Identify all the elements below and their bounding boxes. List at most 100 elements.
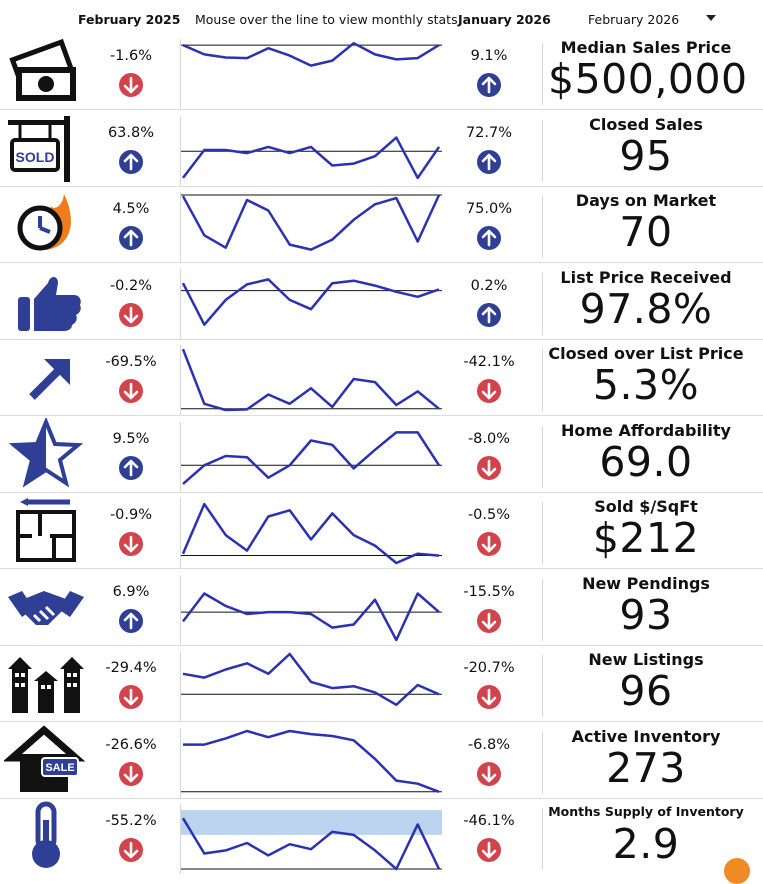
metric-row: 9.5% -8.0% Home Affordability 69.0 xyxy=(0,416,763,493)
period-select[interactable]: February 2026 xyxy=(588,12,680,27)
prev-change-value: 6.9% xyxy=(112,584,150,600)
prev-period-header: February 2025 xyxy=(78,12,181,27)
arrow-down-icon xyxy=(119,303,143,327)
sparkline-divider xyxy=(180,728,181,798)
value-divider xyxy=(542,732,543,794)
value-divider xyxy=(542,43,543,105)
arrow-down-icon xyxy=(477,762,501,786)
thermometer-icon xyxy=(4,800,88,870)
floor-plan-icon xyxy=(4,494,88,564)
trend-sparkline[interactable] xyxy=(180,36,445,110)
townhouses-icon xyxy=(4,647,88,717)
metric-row: -69.5% -42.1% Closed over List Price 5.3% xyxy=(0,339,763,416)
metric-title: Active Inventory xyxy=(571,727,721,746)
chart-instructions: Mouse over the line to view monthly stat… xyxy=(195,12,458,27)
prev-change-value: 9.5% xyxy=(112,431,150,447)
trend-sparkline[interactable] xyxy=(180,342,445,416)
metric-title: New Listings xyxy=(588,650,704,669)
arrow-up-icon xyxy=(477,226,501,250)
value-divider xyxy=(542,120,543,182)
trend-sparkline[interactable] xyxy=(180,648,445,722)
arrow-up-icon xyxy=(119,456,143,480)
metric-title: New Pendings xyxy=(582,574,710,593)
trend-arrow-icon xyxy=(4,341,88,411)
cur-change-value: -8.0% xyxy=(467,431,511,447)
prev-change-value: -69.5% xyxy=(105,354,157,370)
row-divider xyxy=(0,492,763,493)
trend-line xyxy=(182,431,441,485)
arrow-up-icon xyxy=(477,150,501,174)
metric-title: Months Supply of Inventory xyxy=(548,804,744,819)
metric-row: -0.2% 0.2% List Price Received 97.8% xyxy=(0,263,763,340)
metric-value: $212 xyxy=(592,514,700,562)
trend-line xyxy=(181,278,440,326)
arrow-up-icon xyxy=(119,609,143,633)
value-divider xyxy=(542,273,543,335)
trend-line xyxy=(182,652,440,707)
trend-sparkline[interactable] xyxy=(180,266,445,340)
trend-sparkline[interactable] xyxy=(180,189,445,263)
arrow-down-icon xyxy=(119,73,143,97)
metric-row: 4.5% 75.0% Days on Market 70 xyxy=(0,186,763,263)
prev-change-value: -55.2% xyxy=(105,813,157,829)
sparkline-divider xyxy=(180,192,181,262)
trend-line xyxy=(181,502,440,565)
metric-value: 2.9 xyxy=(612,820,680,868)
value-divider xyxy=(542,502,543,564)
metric-row: -55.2% -46.1% Months Supply of Inventory 2.… xyxy=(0,798,763,875)
sparkline-divider xyxy=(180,804,181,874)
row-divider xyxy=(0,721,763,722)
row-divider xyxy=(0,339,763,340)
metric-value: 5.3% xyxy=(592,361,700,409)
chevron-down-icon[interactable] xyxy=(706,15,716,21)
arrow-down-icon xyxy=(119,379,143,403)
chat-icon[interactable] xyxy=(724,858,750,884)
trend-sparkline[interactable] xyxy=(180,725,445,799)
value-divider xyxy=(542,808,543,870)
sparkline-divider xyxy=(180,39,181,109)
row-divider xyxy=(0,798,763,799)
row-divider xyxy=(0,109,763,110)
cur-change-value: 9.1% xyxy=(470,48,508,64)
money-icon xyxy=(4,35,88,105)
metric-title: Median Sales Price xyxy=(560,38,732,57)
arrow-down-icon xyxy=(119,532,143,556)
cur-change-value: 0.2% xyxy=(470,278,508,294)
arrow-up-icon xyxy=(119,150,143,174)
row-divider xyxy=(0,186,763,187)
row-divider xyxy=(0,645,763,646)
metric-title: Days on Market xyxy=(575,191,717,210)
sparkline-divider xyxy=(180,345,181,415)
value-divider xyxy=(542,426,543,488)
trend-line xyxy=(182,136,441,180)
arrow-up-icon xyxy=(119,226,143,250)
trend-sparkline[interactable] xyxy=(180,572,445,646)
trend-sparkline[interactable] xyxy=(180,419,445,493)
sparkline-divider xyxy=(180,498,181,568)
cur-change-value: -46.1% xyxy=(463,813,515,829)
sparkline-divider xyxy=(180,116,181,186)
cur-change-value: -6.8% xyxy=(467,737,511,753)
metric-title: Home Affordability xyxy=(561,421,731,440)
trend-sparkline[interactable] xyxy=(180,801,445,875)
metric-value: $500,000 xyxy=(548,55,748,103)
prev-change-value: -0.9% xyxy=(109,507,153,523)
arrow-down-icon xyxy=(477,379,501,403)
trend-sparkline[interactable] xyxy=(180,495,445,569)
metric-value: 273 xyxy=(606,744,686,792)
sparkline-divider xyxy=(180,575,181,645)
prev-change-value: -1.6% xyxy=(109,48,153,64)
svg-text:SALE: SALE xyxy=(45,762,74,774)
arrow-down-icon xyxy=(119,685,143,709)
clock-fire-icon xyxy=(4,188,88,258)
metric-row: 6.9% -15.5% New Pendings 93 xyxy=(0,569,763,646)
metric-value: 95 xyxy=(619,132,673,180)
row-divider xyxy=(0,415,763,416)
trend-line xyxy=(183,729,440,793)
trend-sparkline[interactable] xyxy=(180,113,445,187)
arrow-up-icon xyxy=(477,73,501,97)
prev-change-value: -29.4% xyxy=(105,660,157,676)
arrow-down-icon xyxy=(477,685,501,709)
row-divider xyxy=(0,568,763,569)
trend-line xyxy=(182,41,440,67)
